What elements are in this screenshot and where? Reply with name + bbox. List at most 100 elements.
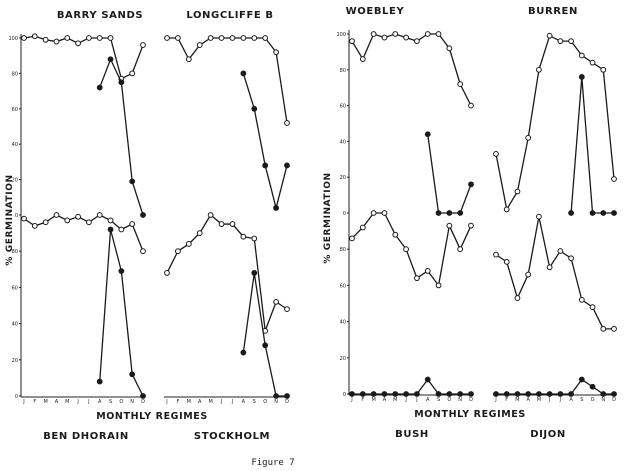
open-data-point [457,246,464,253]
y-tick-label: 40 [340,139,346,145]
filled-data-point [457,391,464,397]
open-data-point [514,295,521,301]
panel-title: BURREN [528,6,578,17]
month-tick-label: F [361,397,364,403]
open-data-point [42,36,49,43]
month-tick-label: S [437,397,440,403]
month-tick-label: S [253,399,256,405]
filled-data-point [446,210,453,216]
open-data-point [381,210,388,216]
month-tick-label: A [198,399,202,405]
open-data-point [468,102,474,109]
open-data-point [196,42,203,48]
open-data-point [207,35,214,41]
open-data-point [53,38,60,45]
month-tick-label: J [231,399,233,405]
filled-data-point [273,205,279,211]
open-data-point [21,35,27,41]
y-tick-label: 40 [12,142,18,148]
open-data-point [446,222,453,229]
open-data-point [273,298,279,305]
filled-data-point [118,268,125,275]
month-tick-label: F [176,399,179,405]
y-tick-label: 40 [340,320,346,326]
panel-burren: BURREN [493,6,617,216]
open-data-point [457,81,464,88]
y-tick-label: 20 [340,356,346,362]
open-data-point [424,31,431,37]
y-tick-label: 20 [12,178,18,184]
month-tick-label: A [98,399,102,405]
month-tick-label: M [65,399,69,405]
open-series-line [495,216,614,330]
open-data-point [536,213,542,220]
open-data-point [118,226,125,233]
filled-data-point [96,378,103,385]
open-data-point [414,275,420,282]
filled-data-point [536,391,542,397]
filled-data-point [403,391,409,397]
open-data-point [218,221,225,227]
filled-data-point [370,391,377,397]
filled-data-point [140,212,146,218]
y-tick-label: 80 [340,68,346,74]
filled-series-line [570,76,614,214]
month-tick-label: J [559,397,561,403]
filled-data-point [589,383,596,390]
month-tick-label: O [119,399,123,405]
filled-data-point [240,70,247,77]
month-tick-label: A [526,397,530,403]
open-data-point [611,325,617,332]
filled-data-point [611,391,617,397]
filled-data-point [611,210,617,216]
filled-data-point [503,391,510,397]
month-tick-label: A [55,399,59,405]
filled-data-point [381,391,388,397]
x-axis-label-left: MONTHLY REGIMES [96,411,208,422]
open-data-point [140,248,146,255]
open-data-point [611,176,617,182]
open-data-point [503,206,510,213]
open-data-point [175,35,181,41]
month-tick-label: O [263,399,267,405]
filled-data-point [578,376,585,383]
filled-data-point [240,349,247,356]
filled-data-point [107,226,114,233]
open-data-point [589,59,596,66]
open-data-point [349,38,355,45]
month-tick-label: N [274,399,278,405]
open-data-point [359,56,366,62]
y-tick-label: 0 [15,213,18,219]
open-data-point [546,264,553,271]
filled-data-point [578,74,585,80]
open-data-point [435,282,442,289]
open-data-point [262,35,269,41]
open-data-point [175,248,181,255]
month-tick-label: M [515,397,519,403]
open-data-point [435,31,442,37]
month-tick-label: A [426,397,430,403]
filled-data-point [284,162,290,169]
filled-data-point [96,84,103,91]
filled-data-point [589,210,596,216]
y-tick-label: 100 [8,36,18,42]
y-tick-label: 0 [15,394,18,400]
filled-data-point [424,376,431,383]
month-tick-label: O [447,397,451,403]
open-data-point [403,34,409,41]
panel-title: BEN DHORAIN [43,431,129,442]
open-data-point [251,35,258,41]
y-tick-label: 60 [340,283,346,289]
y-tick-label: 20 [340,175,346,181]
filled-data-point [557,391,564,397]
panel-title: LONGCLIFFE B [186,10,273,21]
open-data-point [370,31,377,37]
filled-series-line [496,378,614,395]
open-series-line [23,35,144,80]
open-series-line [166,214,288,332]
open-data-point [64,35,71,41]
filled-data-point [273,393,279,399]
open-data-point [536,66,542,73]
